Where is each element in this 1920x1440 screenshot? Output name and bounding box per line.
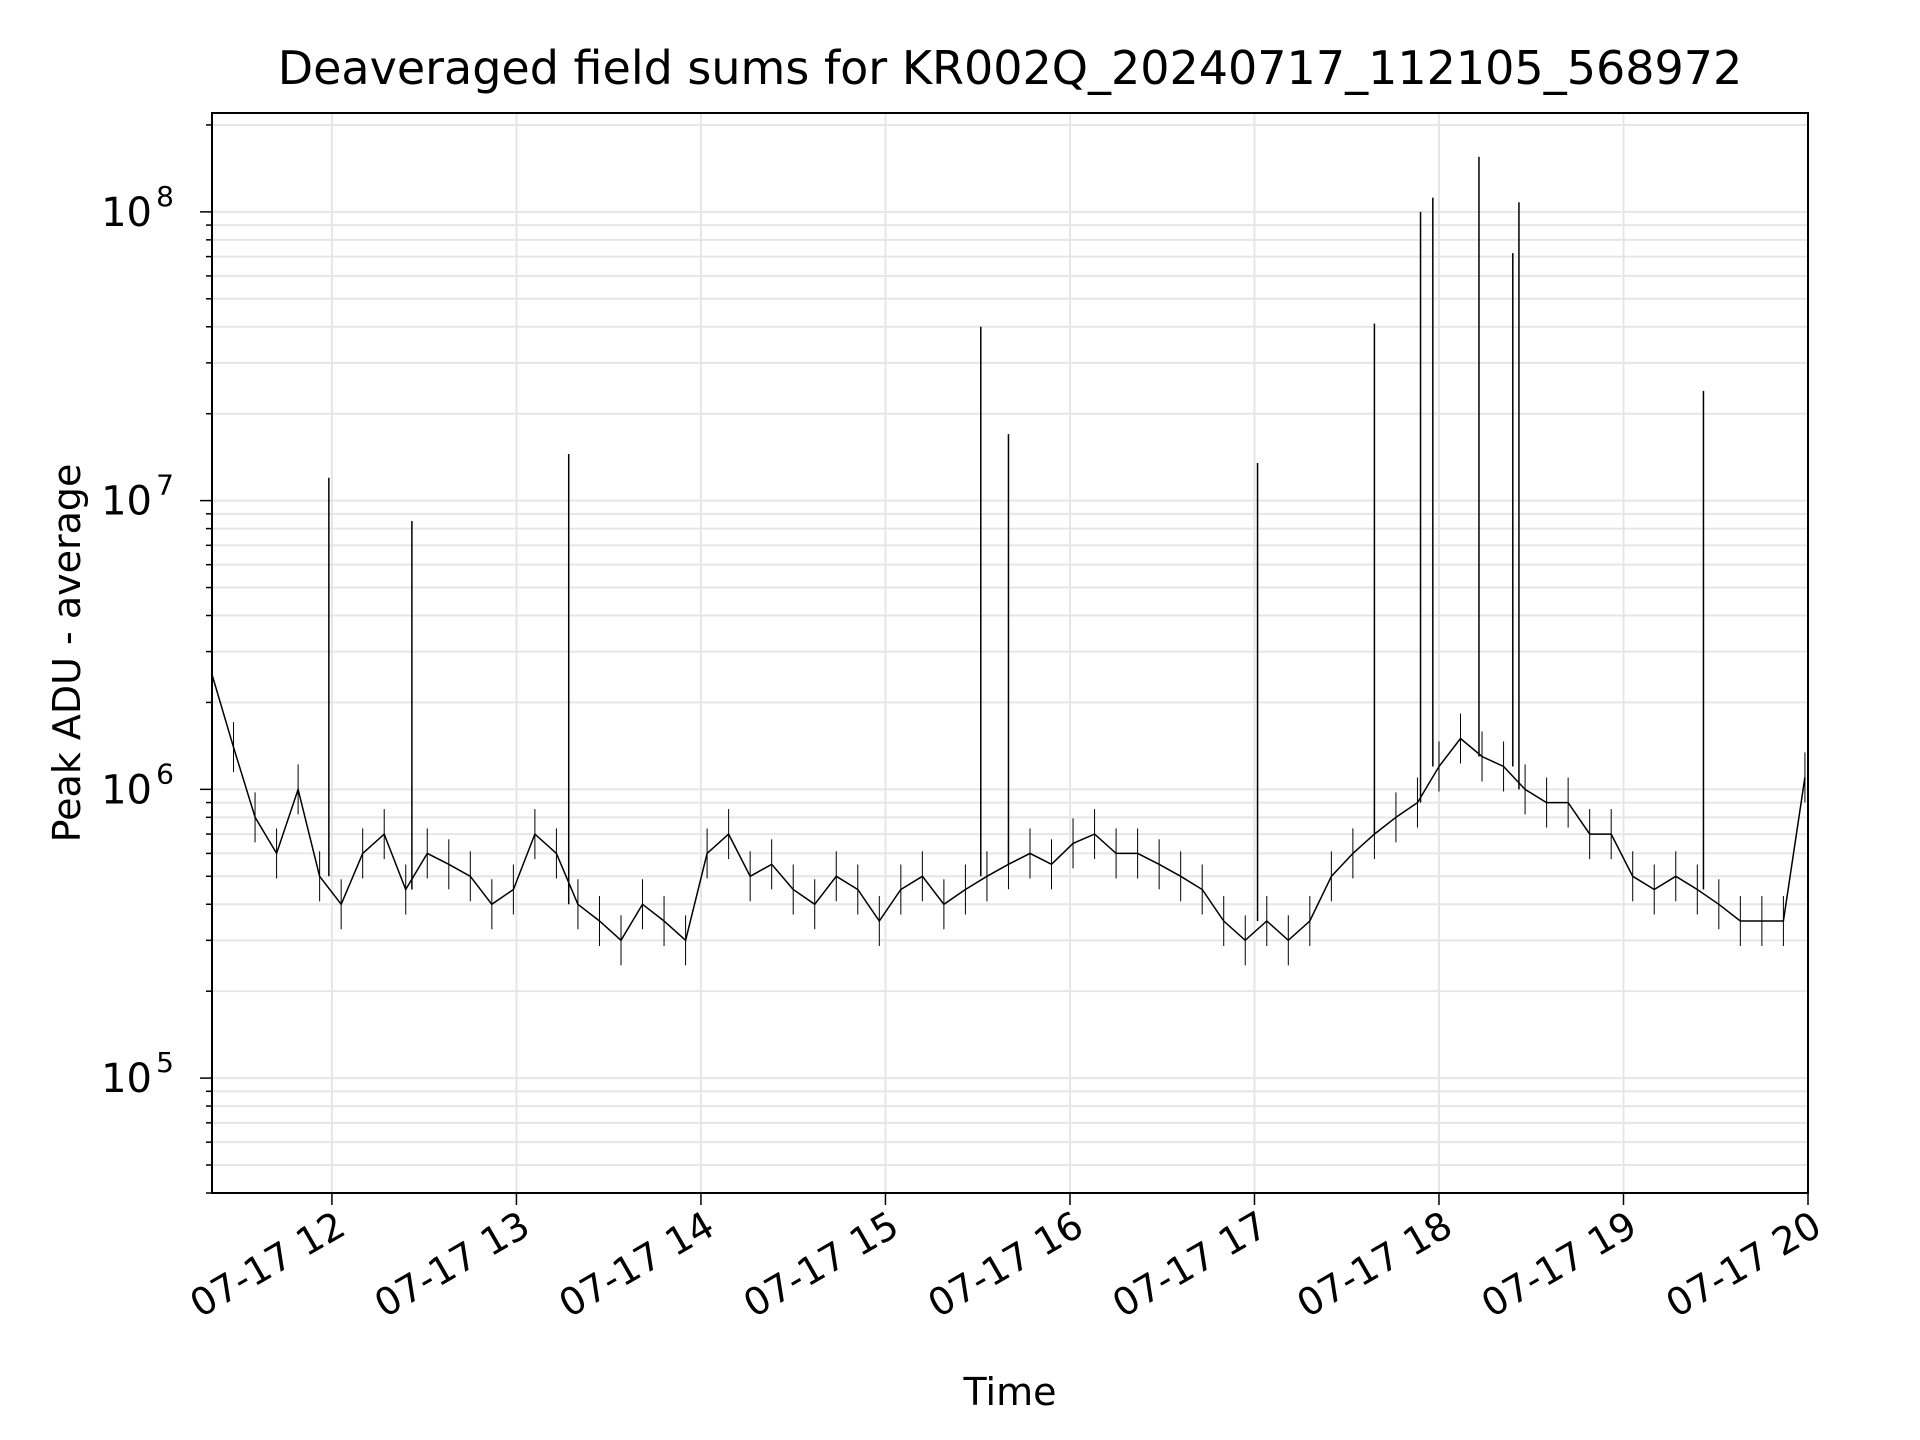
x-axis-label: Time — [963, 1370, 1057, 1414]
y-tick-exponent: 7 — [156, 469, 174, 502]
y-tick-exponent: 8 — [156, 180, 174, 213]
y-tick-exponent: 5 — [156, 1046, 174, 1079]
y-tick-exponent: 6 — [156, 757, 174, 790]
plot-area-frame — [211, 112, 1809, 1194]
y-tick-base: 10 — [101, 767, 152, 813]
y-tick-base: 10 — [101, 479, 152, 525]
y-tick-base: 10 — [101, 190, 152, 236]
grid-lines — [212, 113, 1808, 1194]
y-tick-label: 10 — [101, 479, 152, 525]
spike-layer — [328, 156, 1705, 922]
chart-title: Deaveraged field sums for KR002Q_2024071… — [278, 41, 1743, 95]
y-tick-label: 10 — [101, 767, 152, 813]
y-tick-label: 10 — [101, 190, 152, 236]
y-tick-label: 10 — [101, 1056, 152, 1102]
y-tick-base: 10 — [101, 1056, 152, 1102]
y-axis-label: Peak ADU - average — [45, 464, 89, 843]
